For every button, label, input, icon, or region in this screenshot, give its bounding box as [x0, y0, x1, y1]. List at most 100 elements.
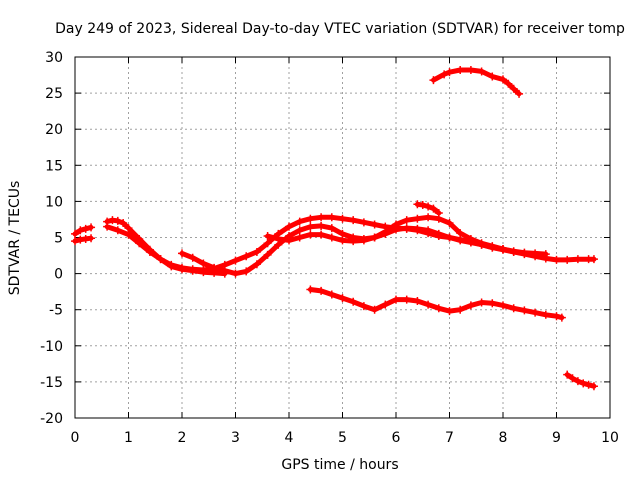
- y-tick-label: 0: [54, 267, 63, 283]
- x-tick-label: 7: [445, 430, 454, 446]
- data-point: [263, 250, 272, 259]
- data-point: [477, 239, 486, 248]
- y-tick-label: 5: [54, 231, 63, 247]
- data-point: [509, 304, 518, 313]
- data-point: [563, 370, 572, 379]
- data-point: [349, 216, 358, 225]
- data-point: [557, 313, 566, 322]
- data-point: [424, 213, 433, 222]
- data-point: [338, 214, 347, 223]
- x-tick-label: 5: [338, 430, 347, 446]
- data-point: [306, 285, 315, 294]
- data-point: [317, 213, 326, 222]
- data-point: [434, 208, 443, 217]
- y-tick-label: -10: [40, 339, 63, 355]
- axis-ticks: 0 1 2 3 4 5 6 7 8 9 10 30 25 20 15 10 5 0 -5 -10 -15 -20: [40, 50, 619, 446]
- data-point: [359, 236, 368, 245]
- data-point: [188, 253, 197, 262]
- data-point: [424, 300, 433, 309]
- data-point: [466, 234, 475, 243]
- data-point: [178, 249, 186, 258]
- data-point: [81, 224, 90, 233]
- data-point: [456, 65, 465, 74]
- data-point: [274, 234, 283, 243]
- data-point: [477, 67, 486, 76]
- data-point: [242, 267, 251, 276]
- data-point: [188, 265, 197, 274]
- data-point: [370, 305, 379, 314]
- data-point: [466, 65, 475, 74]
- data-point: [413, 214, 422, 223]
- data-point: [119, 219, 128, 228]
- data-point: [199, 259, 208, 268]
- data-point: [413, 224, 422, 233]
- data-point: [531, 249, 540, 258]
- data-point: [76, 226, 85, 235]
- data-point: [413, 297, 422, 306]
- data-point: [370, 220, 379, 229]
- data-point: [392, 295, 400, 304]
- data-point: [418, 201, 427, 210]
- data-point: [317, 286, 326, 295]
- x-tick-label: 0: [71, 430, 80, 446]
- data-point: [509, 247, 518, 256]
- data-point: [306, 222, 315, 231]
- data-point: [220, 266, 229, 275]
- data-point: [285, 222, 293, 231]
- y-tick-label: 15: [45, 158, 63, 174]
- data-point: [477, 298, 486, 307]
- y-tick-label: -5: [49, 303, 63, 319]
- data-point: [103, 222, 112, 231]
- data-point: [541, 250, 550, 259]
- x-tick-label: 2: [178, 430, 187, 446]
- data-point: [456, 229, 465, 238]
- data-point: [338, 236, 347, 245]
- series-line-s5: [179, 223, 549, 277]
- data-point: [456, 236, 465, 245]
- data-point: [327, 233, 336, 242]
- data-point: [424, 226, 433, 235]
- data-point: [589, 382, 598, 391]
- data-point: [434, 304, 443, 313]
- y-tick-label: 30: [45, 50, 63, 66]
- data-point: [263, 232, 272, 241]
- data-point: [231, 256, 240, 265]
- data-point: [429, 76, 438, 85]
- data-point: [252, 247, 261, 256]
- x-axis-label: GPS time / hours: [281, 457, 398, 473]
- data-point: [285, 236, 293, 245]
- data-point: [242, 252, 251, 261]
- data-point: [295, 226, 304, 235]
- data-point: [71, 229, 79, 238]
- data-point: [434, 229, 443, 238]
- data-point: [579, 379, 588, 388]
- data-point: [515, 89, 524, 98]
- y-tick-label: 20: [45, 122, 63, 138]
- series-line-s8: [431, 67, 522, 97]
- data-point: [584, 380, 593, 389]
- data-point: [499, 245, 507, 254]
- data-point: [124, 230, 133, 239]
- chart-title: Day 249 of 2023, Sidereal Day-to-day VTE…: [55, 21, 625, 37]
- data-point: [402, 224, 411, 233]
- data-point: [520, 306, 529, 315]
- data-point: [145, 247, 154, 256]
- y-tick-label: -15: [40, 375, 63, 391]
- data-point: [359, 218, 368, 227]
- data-point: [456, 305, 465, 314]
- x-tick-label: 4: [285, 430, 294, 446]
- data-point: [445, 307, 454, 316]
- data-point: [499, 301, 507, 310]
- x-tick-label: 9: [552, 430, 561, 446]
- data-point: [488, 299, 497, 308]
- data-point: [359, 302, 368, 311]
- data-point: [231, 269, 240, 278]
- data-point: [263, 239, 272, 248]
- data-point: [466, 301, 475, 310]
- data-point: [327, 290, 336, 299]
- data-point: [381, 227, 390, 236]
- data-point: [568, 374, 577, 383]
- x-tick-label: 3: [231, 430, 240, 446]
- data-point: [424, 202, 433, 211]
